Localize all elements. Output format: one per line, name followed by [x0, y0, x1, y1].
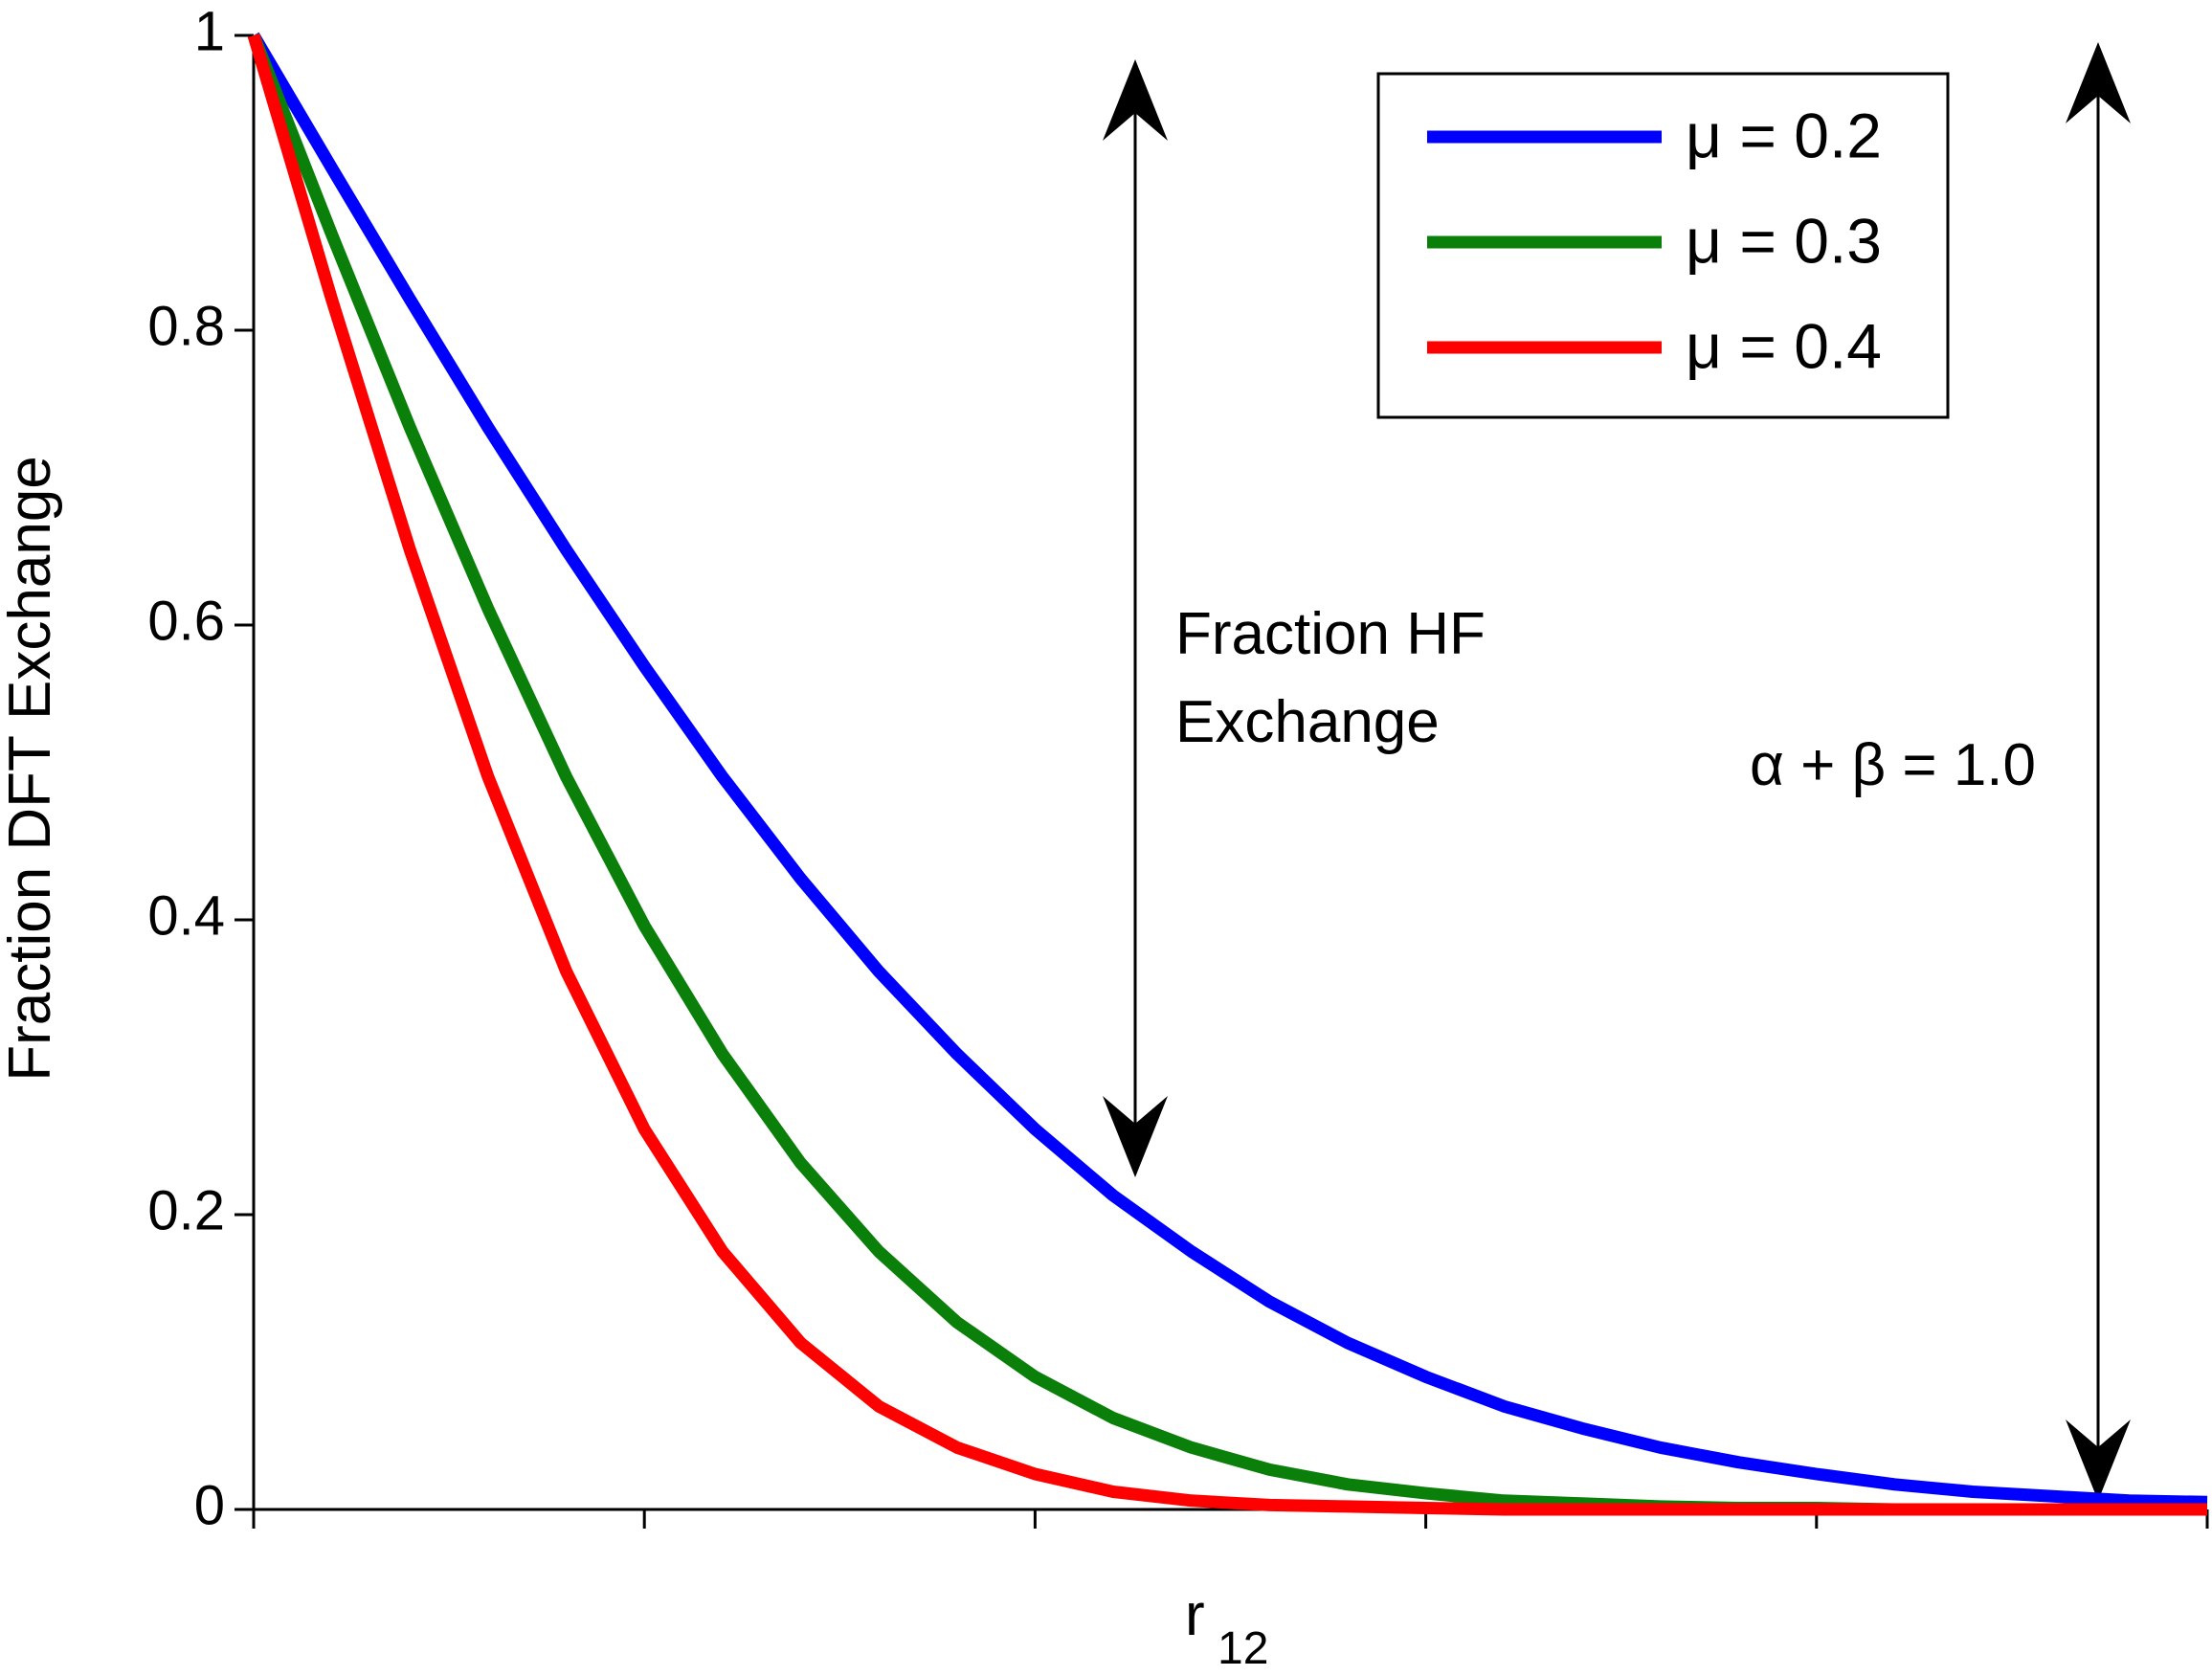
- legend-label: μ = 0.3: [1686, 205, 1882, 276]
- y-tick-label: 0: [194, 1474, 225, 1536]
- y-tick-label: 0.8: [147, 295, 225, 357]
- total-arrow: [2066, 42, 2131, 1501]
- legend: μ = 0.2 μ = 0.3 μ = 0.4: [1376, 72, 1950, 419]
- annotation: α + β = 1.0: [1750, 732, 2036, 798]
- series-line: [247, 34, 2207, 1516]
- series-line: [248, 32, 2208, 1508]
- annotation: Fraction HF: [1175, 601, 1486, 667]
- y-axis-label: Fraction DFT Exchange: [0, 456, 63, 1082]
- x-axis-label-subscript: 12: [1218, 1623, 1268, 1674]
- y-tick-label: 0.6: [147, 590, 225, 652]
- x-axis-label: r: [1185, 1582, 1205, 1648]
- hf-arrow: [1103, 59, 1168, 1177]
- legend-label: μ = 0.4: [1686, 310, 1882, 381]
- y-tick-label: 0.4: [147, 884, 225, 947]
- annotation: Exchange: [1175, 689, 1440, 755]
- y-tick-label: 0.2: [147, 1179, 225, 1241]
- legend-label: μ = 0.2: [1686, 100, 1882, 170]
- y-tick-label: 1: [194, 0, 225, 62]
